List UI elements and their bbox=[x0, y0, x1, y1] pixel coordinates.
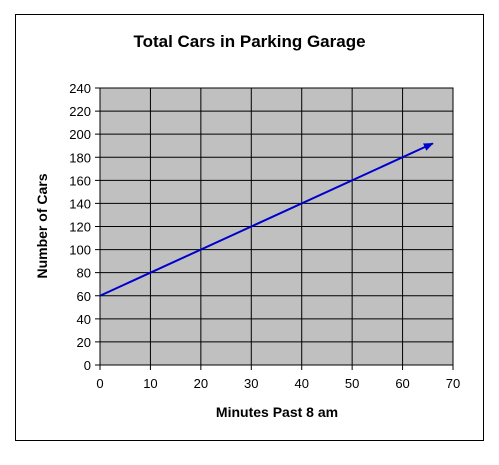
x-tick-label: 60 bbox=[395, 376, 409, 391]
y-tick-label: 0 bbox=[84, 358, 91, 373]
y-tick-label: 200 bbox=[69, 127, 91, 142]
y-tick-label: 220 bbox=[69, 104, 91, 119]
x-tick-label: 70 bbox=[446, 376, 460, 391]
y-tick-label: 100 bbox=[69, 243, 91, 258]
x-tick-label: 50 bbox=[345, 376, 359, 391]
x-tick-label: 30 bbox=[244, 376, 258, 391]
x-axis-label: Minutes Past 8 am bbox=[215, 404, 339, 420]
y-tick-label: 180 bbox=[69, 150, 91, 165]
y-tick-label: 80 bbox=[77, 266, 91, 281]
y-tick-label: 140 bbox=[69, 196, 91, 211]
chart-title: Total Cars in Parking Garage bbox=[133, 32, 366, 51]
y-tick-label: 40 bbox=[77, 312, 91, 327]
y-tick-label: 60 bbox=[77, 289, 91, 304]
x-tick-label: 20 bbox=[194, 376, 208, 391]
y-tick-label: 240 bbox=[69, 81, 91, 96]
series-line bbox=[99, 142, 434, 297]
y-tick-label: 20 bbox=[77, 335, 91, 350]
x-tick-label: 0 bbox=[96, 376, 103, 391]
y-tick-label: 120 bbox=[69, 220, 91, 235]
x-tick-label: 40 bbox=[294, 376, 308, 391]
y-tick-label: 160 bbox=[69, 173, 91, 188]
x-tick-label: 10 bbox=[143, 376, 157, 391]
plot-border bbox=[99, 87, 454, 366]
